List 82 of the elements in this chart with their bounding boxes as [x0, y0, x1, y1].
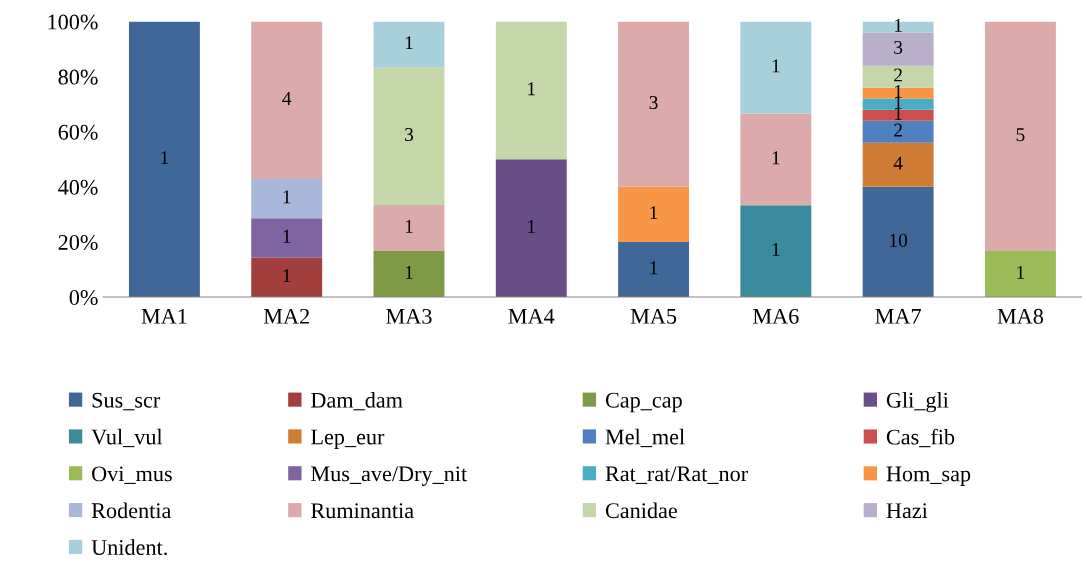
annotation: 1: [772, 243, 780, 256]
x-tick-label: MA5: [630, 308, 677, 324]
bar: [862, 21, 934, 33]
bar: [618, 186, 690, 242]
legend-label: Rodentia: [91, 502, 172, 519]
annotation: 1: [772, 151, 780, 165]
legend-label: Ruminantia: [311, 503, 414, 519]
annotation: 3: [405, 127, 414, 142]
bar: [862, 120, 934, 143]
legend-label: Cap_cap: [605, 392, 682, 413]
annotation: 1: [772, 59, 780, 73]
y-tick-label: 0%: [69, 290, 98, 306]
y-tick-label: 40%: [58, 179, 98, 195]
legend-label: Sus_scr: [92, 392, 161, 411]
legend-label: Mel_mel: [605, 428, 685, 448]
bar: [862, 109, 934, 121]
legend-label: Cas_fib: [886, 428, 955, 448]
y-tick-label: 60%: [58, 124, 98, 140]
annotation: 1: [405, 219, 413, 233]
bar: [862, 142, 934, 187]
bar: [251, 178, 323, 219]
annotation: 1: [894, 18, 902, 32]
bar: [862, 32, 934, 66]
bar: [251, 218, 323, 258]
bar: [251, 21, 323, 179]
annotation: 1: [283, 229, 291, 243]
legend-label: Lep_eur: [311, 429, 385, 450]
annotation: 1: [528, 220, 535, 233]
annotation: 1: [283, 190, 291, 204]
bar: [618, 241, 690, 298]
bar: [495, 21, 567, 160]
bar: [740, 21, 812, 114]
annotation: 1: [1017, 265, 1025, 279]
bar: [128, 21, 200, 298]
bar: [373, 21, 445, 68]
annotation: 2: [894, 123, 902, 137]
annotation: 3: [894, 40, 903, 54]
legend-label: Mus_ave/Dry_nit: [311, 466, 468, 486]
legend-label: Vul_vul: [91, 428, 163, 448]
annotation: 1: [283, 269, 291, 283]
bar: [984, 21, 1056, 252]
legend-label: Hazi: [886, 503, 928, 519]
x-tick-label: MA8: [997, 308, 1044, 324]
annotation: 1: [894, 85, 902, 98]
x-tick-label: MA4: [508, 308, 555, 324]
bar: [495, 159, 567, 298]
bar: [984, 251, 1056, 298]
legend-label: Gli_gli: [886, 392, 949, 413]
x-tick-label: MA6: [753, 308, 799, 324]
annotation: 1: [405, 265, 413, 279]
bar: [618, 21, 690, 187]
bar: [740, 113, 812, 206]
x-tick-label: MA2: [263, 308, 309, 324]
bar: [373, 251, 445, 298]
legend-label: Dam_dam: [311, 392, 403, 411]
annotation: 2: [894, 68, 902, 82]
annotation: 1: [405, 36, 413, 50]
y-tick-label: 80%: [58, 69, 98, 85]
y-tick-label: 100%: [48, 14, 98, 30]
x-tick-label: MA3: [386, 308, 432, 324]
legend-label: Unident.: [91, 539, 167, 556]
bar: [251, 257, 323, 298]
annotation: 1: [650, 261, 658, 275]
annotation: 1: [161, 151, 169, 164]
legend-label: Hom_sap: [886, 466, 971, 486]
annotation: 1: [650, 206, 658, 220]
legend-label: Rat_rat/Rat_nor: [605, 466, 748, 484]
x-tick-label: MA7: [875, 308, 921, 324]
bar: [740, 205, 812, 298]
x-tick-label: MA1: [141, 308, 187, 324]
y-tick-label: 20%: [58, 234, 98, 250]
bar: [373, 205, 445, 252]
legend-label: Canidae: [605, 502, 677, 519]
annotation: 4: [282, 92, 292, 105]
bar: [862, 186, 934, 298]
annotation: 3: [649, 96, 658, 110]
annotation: 5: [1016, 128, 1025, 142]
bar: [373, 67, 445, 206]
annotation: 1: [528, 82, 535, 96]
annotation: 10: [890, 233, 908, 247]
legend-label: Ovi_mus: [92, 466, 172, 484]
annotation: 4: [893, 156, 903, 170]
